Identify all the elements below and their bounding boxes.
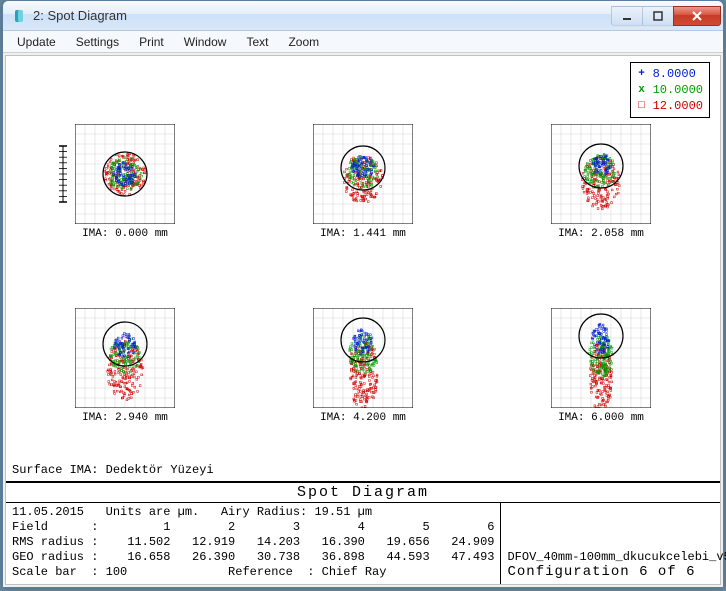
titlebar[interactable]: 2: Spot Diagram: [3, 1, 723, 31]
spot-row: IMA: 2.940 mm IMA: 4.200 mm IMA: 6.000 mm: [6, 308, 720, 424]
legend-item: x10.0000: [637, 82, 703, 98]
spot-caption: IMA: 6.000 mm: [558, 412, 644, 424]
info-right: DFOV_40mm-100mm_dkucukcelebi_v5.zmx Conf…: [500, 503, 726, 584]
menu-text[interactable]: Text: [236, 33, 278, 51]
spot-cell: IMA: 1.441 mm: [313, 124, 413, 240]
legend-item: □12.0000: [637, 98, 703, 114]
spot-grid: [313, 124, 413, 224]
spot-grid: [551, 308, 651, 408]
spot-cell: IMA: 2.058 mm: [551, 124, 651, 240]
spot-caption: IMA: 1.441 mm: [320, 228, 406, 240]
spot-caption: IMA: 0.000 mm: [82, 228, 168, 240]
minimize-button[interactable]: [611, 6, 643, 26]
spot-cell: IMA: 0.000 mm: [75, 124, 175, 240]
spot-cell: IMA: 2.940 mm: [75, 308, 175, 424]
spot-grid: [75, 308, 175, 408]
info-title: Spot Diagram: [6, 483, 720, 503]
menu-update[interactable]: Update: [7, 33, 66, 51]
spot-cell: IMA: 4.200 mm: [313, 308, 413, 424]
window-title: 2: Spot Diagram: [33, 8, 612, 23]
info-panel: Spot Diagram 11.05.2015 Units are µm. Ai…: [6, 482, 720, 584]
client-area: + 8.0000x10.0000□12.0000 Surface IMA: De…: [5, 55, 721, 585]
spot-grid: [75, 124, 175, 224]
legend: + 8.0000x10.0000□12.0000: [630, 62, 710, 118]
menu-zoom[interactable]: Zoom: [278, 33, 329, 51]
surface-label: Surface IMA: Dedektör Yüzeyi: [12, 463, 214, 477]
spot-caption: IMA: 4.200 mm: [320, 412, 406, 424]
spot-grid: [313, 308, 413, 408]
plot-area: + 8.0000x10.0000□12.0000 Surface IMA: De…: [6, 56, 720, 482]
legend-item: + 8.0000: [637, 66, 703, 82]
menu-window[interactable]: Window: [174, 33, 237, 51]
maximize-button[interactable]: [642, 6, 674, 26]
window-buttons: [612, 6, 721, 26]
menubar: UpdateSettingsPrintWindowTextZoom: [3, 31, 723, 53]
menu-print[interactable]: Print: [129, 33, 174, 51]
menu-settings[interactable]: Settings: [66, 33, 129, 51]
spot-caption: IMA: 2.058 mm: [558, 228, 644, 240]
spot-caption: IMA: 2.940 mm: [82, 412, 168, 424]
spot-grid: [551, 124, 651, 224]
info-left: 11.05.2015 Units are µm. Airy Radius: 19…: [6, 503, 500, 584]
config-label: Configuration 6 of 6: [507, 565, 724, 580]
spot-cell: IMA: 6.000 mm: [551, 308, 651, 424]
app-window: 2: Spot Diagram UpdateSettingsPrintWindo…: [2, 0, 724, 588]
app-icon: [11, 8, 27, 24]
filename-label: DFOV_40mm-100mm_dkucukcelebi_v5.zmx: [507, 550, 724, 565]
spot-row: IMA: 0.000 mm IMA: 1.441 mm IMA: 2.058 mm: [6, 124, 720, 240]
close-button[interactable]: [673, 6, 721, 26]
